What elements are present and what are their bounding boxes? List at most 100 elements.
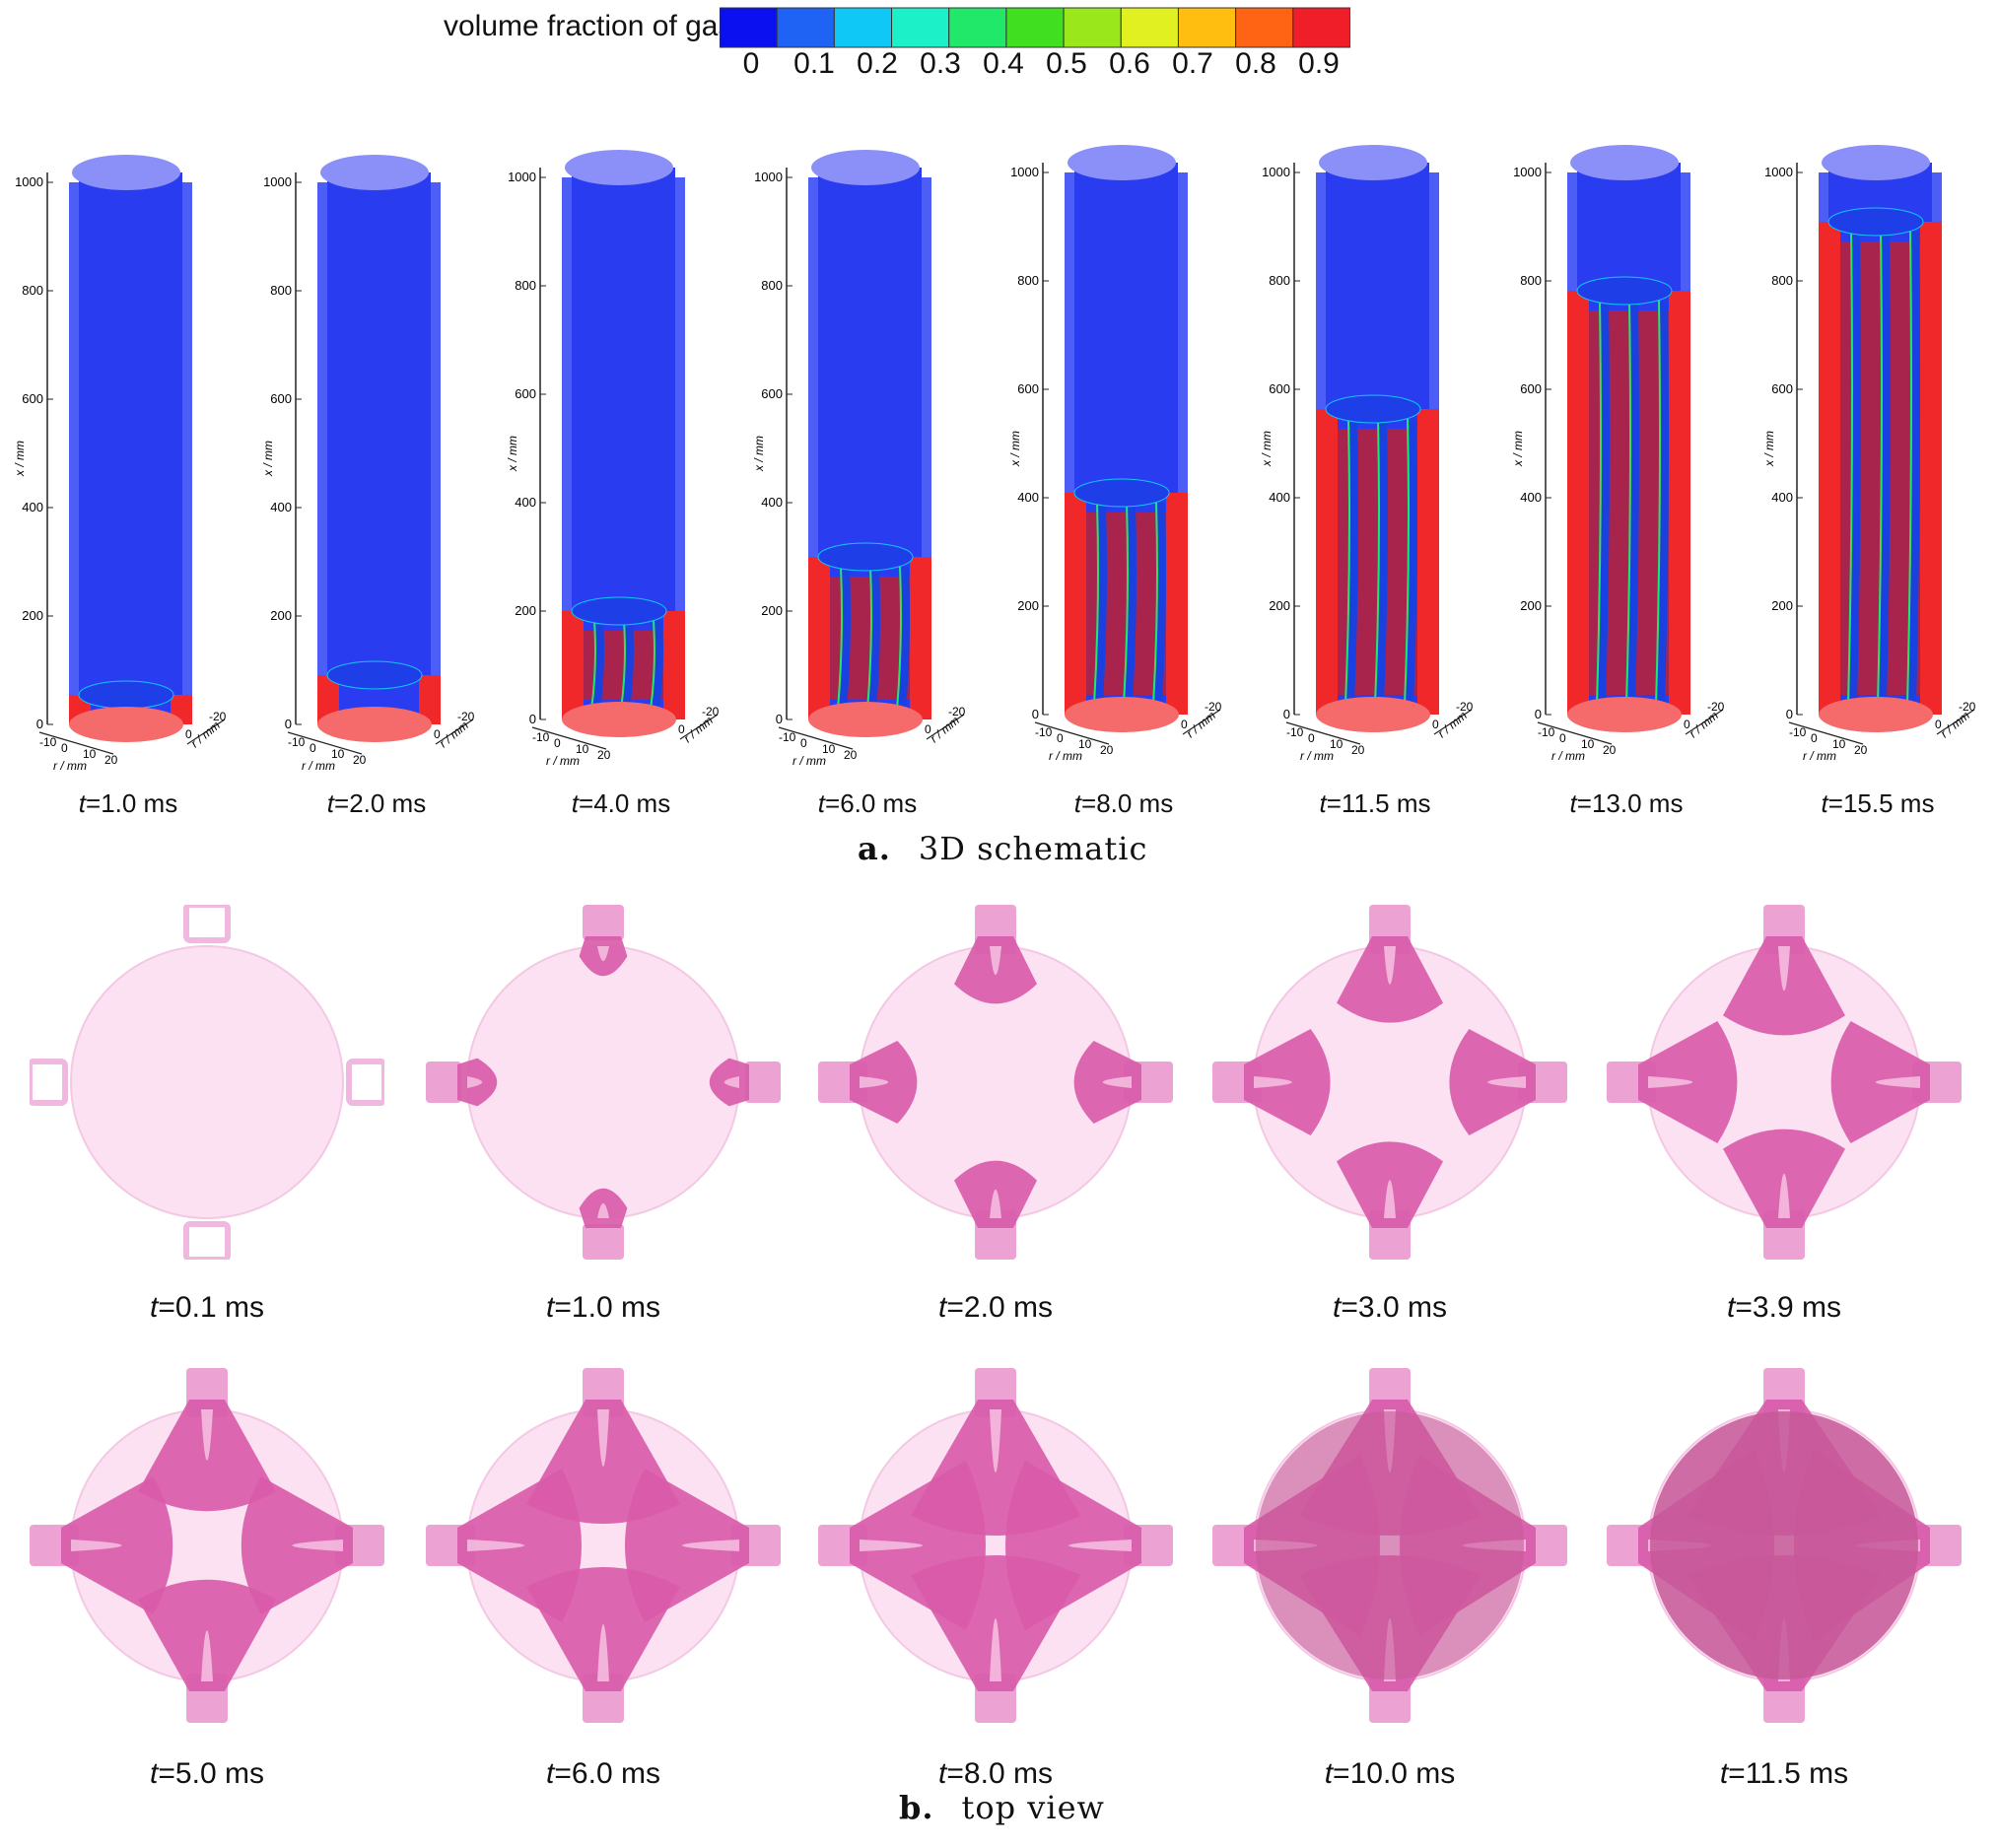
side-channel — [317, 182, 327, 724]
r-axis-line — [1285, 721, 1361, 745]
gas-region-wall — [1669, 291, 1690, 715]
lobe-highlight — [990, 1409, 1001, 1472]
panel-a-time-label: t=11.5 ms — [1319, 788, 1431, 818]
x-axis-title: x / mm — [1260, 431, 1274, 467]
column-top — [72, 155, 180, 190]
gas-region-wall — [910, 557, 931, 719]
time-value: 10.0 ms — [1349, 1757, 1456, 1790]
top-view-panel — [426, 1368, 781, 1723]
r-axis-tick-label: 0 — [434, 727, 441, 741]
caption-b: b. top view — [899, 1789, 1105, 1826]
r-axis-title-side: r / mm — [1938, 709, 1972, 741]
gas-front — [1073, 478, 1170, 508]
gas-front — [1576, 276, 1673, 306]
time-symbol: t — [1319, 788, 1327, 818]
x-axis-tick-label: 0 — [36, 717, 43, 731]
time-value: 8.0 ms — [963, 1757, 1053, 1790]
caption-b-letter: b. — [899, 1789, 934, 1826]
x-axis-tick-label: 0 — [776, 712, 783, 726]
x-axis-tick-label: 600 — [761, 386, 783, 401]
time-value: 3.9 ms — [1752, 1291, 1841, 1324]
colorbar-swatch — [891, 7, 950, 48]
colorbar-tick-label: 0 — [742, 47, 760, 80]
lobe-highlight — [201, 1630, 213, 1681]
r-axis-tick-label: 0 — [1811, 731, 1818, 745]
lobe-highlight — [597, 1202, 609, 1218]
column-base — [1567, 697, 1682, 732]
interface-line — [1625, 300, 1631, 706]
r-axis-tick-label: 0 — [1308, 731, 1315, 745]
r-axis-tick-label: 10 — [331, 747, 345, 761]
time-value: 6.0 ms — [840, 788, 918, 818]
lobe-highlight — [990, 1618, 1001, 1681]
liquid-jet — [1346, 418, 1358, 706]
r-axis-title: r / mm — [302, 759, 335, 773]
r-axis-tick-label: 0 — [678, 722, 685, 736]
liquid-jet — [898, 566, 910, 711]
liquid-jet — [1406, 418, 1417, 706]
panel-b-time-label: t=1.0 ms — [546, 1291, 660, 1324]
r-axis-tick-label: -10 — [39, 735, 57, 749]
r-axis-tick-label: 0 — [1181, 718, 1188, 731]
r-axis-line — [1788, 721, 1864, 745]
colorbar-swatch — [776, 7, 835, 48]
interface-line — [896, 566, 902, 711]
r-axis-title: r / mm — [1049, 749, 1082, 763]
x-axis-tick-label: 800 — [1520, 273, 1542, 288]
gas-region-wall — [1920, 222, 1942, 715]
colorbar-title: volume fraction of gas — [444, 10, 733, 42]
x-axis-tick-label: 800 — [270, 283, 292, 298]
liquid-jet — [1908, 231, 1920, 706]
lobe-highlight — [723, 1076, 739, 1088]
interface-line — [1847, 231, 1853, 706]
r-axis-line — [38, 731, 114, 755]
colorbar-tick-label: 0.9 — [1298, 47, 1340, 80]
lobe-highlight — [1487, 1076, 1526, 1088]
panel-b-time-label: t=2.0 ms — [938, 1291, 1053, 1324]
x-axis-tick-label: 800 — [1017, 273, 1039, 288]
x-axis-tick-label: 1000 — [1010, 165, 1039, 179]
liquid-column — [327, 172, 431, 724]
lobe-highlight — [597, 946, 609, 962]
column-base — [317, 707, 432, 742]
panel-b-time-label: t=3.0 ms — [1333, 1291, 1447, 1324]
colorbar-tick-label: 0.3 — [920, 47, 961, 80]
time-symbol: t — [1719, 1757, 1729, 1790]
time-symbol: t — [938, 1757, 947, 1790]
inlet-arm — [183, 905, 231, 943]
gas-region-wall — [1065, 493, 1086, 715]
r-axis-tick-label: -20 — [1959, 700, 1976, 714]
time-symbol: t — [546, 1291, 555, 1324]
time-value: 2.0 ms — [963, 1291, 1053, 1324]
liquid-jet — [1879, 231, 1891, 706]
liquid-column — [79, 172, 182, 724]
side-channel — [69, 182, 79, 724]
interface-line — [620, 620, 626, 711]
gas-region-wall — [1819, 222, 1840, 715]
side-channel — [182, 182, 192, 724]
gas-region-wall — [562, 611, 584, 719]
panel-b-time-label: t=3.9 ms — [1727, 1291, 1841, 1324]
r-axis-line — [287, 731, 363, 755]
x-axis-tick-label: 0 — [1032, 707, 1039, 721]
gas-region-wall — [1166, 493, 1188, 715]
r-axis-tick-label: -20 — [1205, 700, 1222, 714]
interface-line — [1404, 418, 1410, 706]
panel-b-time-label: t=11.5 ms — [1719, 1757, 1849, 1790]
r-axis-tick-label: -10 — [779, 730, 796, 744]
gas-front — [78, 680, 174, 710]
column-base — [808, 702, 923, 737]
side-channel — [675, 177, 685, 719]
time-value: 4.0 ms — [593, 788, 671, 818]
lobe-highlight — [292, 1540, 343, 1551]
r-axis-line — [1537, 721, 1613, 745]
interface-line — [1655, 300, 1661, 706]
column-base — [1316, 697, 1430, 732]
x-axis-title: x / mm — [1762, 431, 1776, 467]
gas-front — [1827, 207, 1924, 237]
time-value: 15.5 ms — [1842, 788, 1935, 818]
time-value: 3.0 ms — [1357, 1291, 1447, 1324]
